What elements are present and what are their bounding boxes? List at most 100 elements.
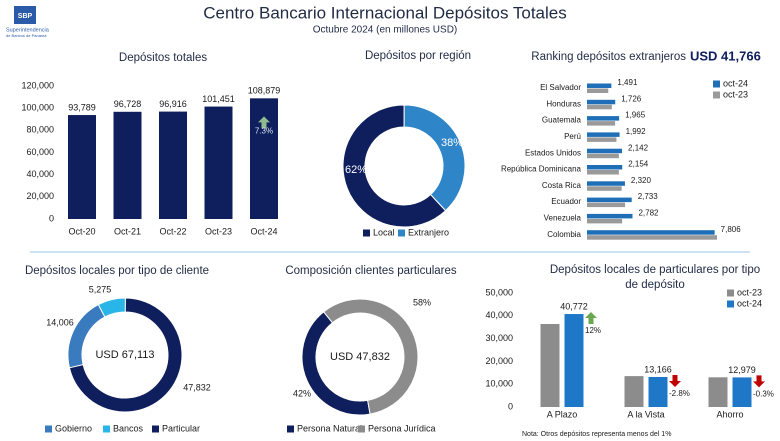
- x-tick-label: Oct-20: [68, 226, 95, 236]
- bar: [159, 111, 187, 219]
- chart-title: Depósitos locales de particulares por ti…: [549, 264, 761, 291]
- logo-text: SBP: [18, 13, 33, 20]
- legend-label: oct-24: [723, 78, 748, 88]
- bar: [587, 186, 622, 191]
- bar: [587, 213, 633, 219]
- bar: [540, 324, 560, 407]
- note: Nota: Otros depósitos representa menos d…: [522, 431, 671, 438]
- bar: [564, 314, 584, 407]
- x-tick-label: Ahorro: [716, 409, 743, 419]
- value-label: 38%: [441, 137, 463, 149]
- value-label: 2,733: [638, 192, 659, 201]
- value-label: 12,979: [728, 365, 756, 375]
- legend-label: Bancos: [113, 423, 144, 433]
- bar: [587, 165, 623, 170]
- value-label: 13,166: [644, 364, 672, 374]
- logo-text: de Bancos de Panamá: [6, 33, 47, 38]
- legend-swatch: [727, 289, 734, 297]
- legend-swatch: [727, 300, 734, 308]
- bar: [708, 377, 728, 407]
- value-label: 62%: [345, 164, 367, 176]
- bar: [587, 181, 625, 186]
- donut-slice: [403, 104, 466, 212]
- legend-swatch: [45, 425, 52, 433]
- value-label: 58%: [413, 297, 431, 307]
- value-label: 101,451: [202, 94, 235, 104]
- center-label: USD 67,113: [95, 349, 154, 361]
- chart-title: Depósitos por región: [365, 50, 471, 62]
- value-label: 2,320: [631, 176, 652, 185]
- bar: [587, 230, 715, 235]
- y-tick-label: El Salvador: [540, 83, 581, 92]
- legend-swatch: [398, 229, 405, 237]
- legend-swatch: [287, 425, 294, 433]
- y-tick-label: Estados Unidos: [525, 148, 581, 157]
- y-tick-label: Costa Rica: [542, 181, 582, 190]
- donut-slice: [342, 104, 447, 228]
- change-arrow: [585, 312, 597, 325]
- bar: [587, 121, 616, 126]
- x-tick-label: Oct-22: [159, 226, 186, 236]
- bar: [587, 218, 623, 224]
- bar: [587, 104, 612, 110]
- y-tick-label: 100,000: [21, 103, 54, 113]
- value-label: 40,772: [560, 301, 588, 311]
- x-tick-label: Oct-21: [114, 226, 141, 236]
- value-label: 2,154: [628, 160, 649, 169]
- legend-label: Persona Natural: [297, 423, 362, 433]
- chart-title: Depósitos locales por tipo de cliente: [25, 265, 209, 277]
- value-label: 1,726: [621, 94, 642, 103]
- bar: [587, 202, 626, 208]
- x-tick-label: A Plazo: [547, 409, 578, 419]
- value-label: 93,789: [68, 102, 96, 112]
- bar: [587, 132, 620, 137]
- logo-text: Superintendencia: [6, 27, 50, 33]
- y-tick-label: 120,000: [21, 80, 54, 90]
- value-label: 108,879: [248, 86, 281, 96]
- bar: [587, 197, 632, 203]
- donut-slice: [301, 311, 371, 416]
- value-label: 47,832: [183, 382, 211, 392]
- y-tick-label: 0: [49, 213, 54, 223]
- legend-label: oct-23: [723, 89, 748, 99]
- y-tick-label: República Dominicana: [501, 165, 582, 174]
- bar: [587, 116, 620, 121]
- bar: [587, 170, 619, 175]
- bar: [587, 153, 619, 159]
- y-tick-label: 20,000: [26, 191, 54, 201]
- value-label: 1,992: [626, 127, 647, 136]
- legend-label: Gobierno: [55, 423, 92, 433]
- y-tick-label: 50,000: [485, 287, 513, 297]
- x-tick-label: Oct-23: [205, 226, 232, 236]
- bar: [587, 99, 616, 105]
- legend-label: Extranjero: [408, 227, 449, 237]
- value-label: 96,728: [114, 99, 142, 109]
- change-label: -0.3%: [753, 390, 774, 399]
- legend-swatch: [152, 425, 159, 433]
- legend-swatch: [713, 80, 720, 88]
- y-tick-label: Ecuador: [551, 197, 581, 206]
- legend-swatch: [713, 91, 720, 99]
- bar: [68, 115, 96, 219]
- value-label: 5,275: [89, 284, 112, 294]
- chart-title: Composición clientes particulares: [285, 265, 457, 277]
- y-tick-label: Honduras: [546, 99, 581, 108]
- bar: [113, 111, 142, 219]
- value-label: 2,782: [638, 209, 659, 218]
- chart-title: Depósitos totales: [119, 52, 207, 64]
- value-label: 14,006: [46, 317, 74, 327]
- value-label: 1,491: [617, 78, 638, 87]
- donut-slice: [68, 297, 183, 413]
- legend-swatch: [358, 425, 365, 433]
- legend-label: Persona Jurídica: [368, 423, 436, 433]
- y-tick-label: 40,000: [485, 310, 513, 320]
- y-tick-label: 20,000: [485, 356, 513, 366]
- y-tick-label: 40,000: [26, 169, 54, 179]
- legend-swatch: [363, 229, 370, 237]
- y-tick-label: 0: [508, 401, 513, 411]
- chart-title: Ranking depósitos extranjeros: [531, 51, 686, 63]
- y-tick-label: 30,000: [485, 333, 513, 343]
- change-label: 7.3%: [255, 126, 273, 135]
- logo-emblem: [14, 6, 36, 24]
